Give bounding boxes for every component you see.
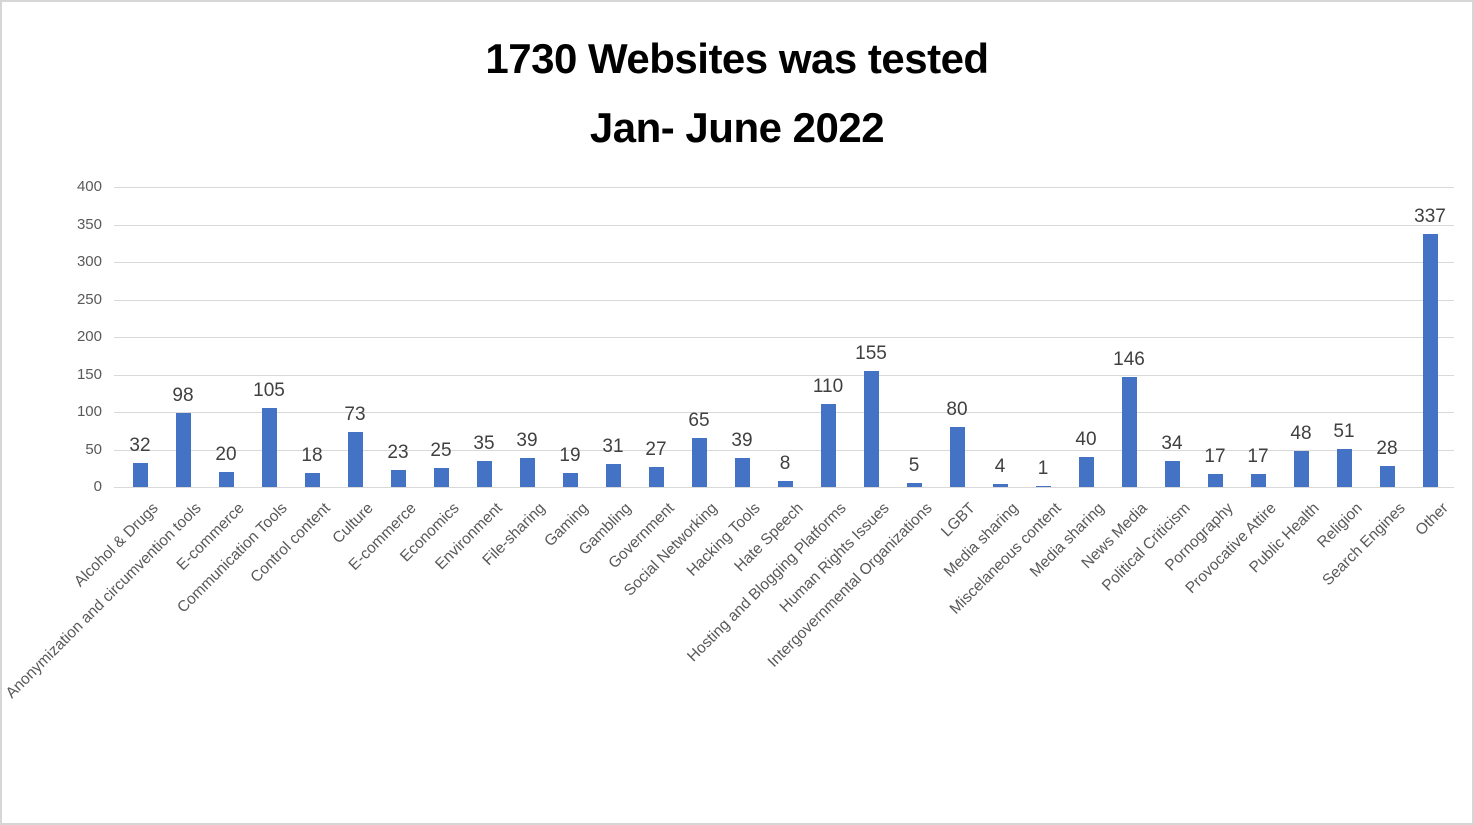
- data-label: 31: [602, 436, 624, 457]
- gridline: [114, 187, 1454, 188]
- data-label: 39: [731, 430, 753, 451]
- bar: [691, 438, 707, 487]
- data-label: 17: [1247, 446, 1269, 467]
- data-label: 17: [1204, 446, 1226, 467]
- data-label: 27: [645, 439, 667, 460]
- bar: [648, 467, 664, 487]
- y-axis-tick-label: 200: [76, 328, 102, 345]
- chart-title-line1: 1730 Websites was tested: [485, 35, 989, 82]
- bar: [1293, 451, 1309, 487]
- bar: [304, 473, 320, 487]
- data-label: 32: [129, 435, 151, 456]
- bar: [1336, 449, 1352, 487]
- data-label: 28: [1376, 438, 1398, 459]
- data-label: 34: [1161, 433, 1183, 454]
- bar: [992, 484, 1008, 487]
- data-label: 25: [430, 440, 452, 461]
- data-label: 4: [994, 456, 1006, 477]
- data-label: 8: [779, 453, 791, 474]
- bar: [218, 472, 234, 487]
- bar: [605, 464, 621, 487]
- bar: [1121, 377, 1137, 487]
- data-label: 5: [908, 455, 920, 476]
- bar: [476, 461, 492, 487]
- bar: [261, 408, 277, 487]
- y-axis-tick-label: 250: [76, 290, 102, 308]
- data-label: 35: [473, 433, 495, 454]
- bar: [734, 458, 750, 487]
- data-label: 65: [688, 410, 710, 431]
- bar: [1078, 457, 1094, 487]
- bar: [433, 468, 449, 487]
- bar: [949, 427, 965, 487]
- y-axis-tick-label: 50: [85, 440, 102, 458]
- data-label: 18: [301, 445, 323, 466]
- data-label: 19: [559, 445, 581, 466]
- gridline: [114, 299, 1454, 301]
- y-axis-tick-label: 0: [93, 478, 102, 495]
- y-axis-tick-label: 300: [76, 253, 102, 270]
- data-label: 146: [1113, 349, 1145, 370]
- data-label: 51: [1333, 421, 1355, 442]
- bar: [1422, 234, 1438, 487]
- bar: [347, 432, 363, 487]
- gridline: [114, 412, 1454, 413]
- data-label: 20: [215, 444, 237, 465]
- data-label: 1: [1037, 458, 1049, 479]
- gridline: [114, 374, 1454, 376]
- data-label: 39: [516, 430, 538, 451]
- y-axis-tick-label: 350: [76, 215, 102, 233]
- bar: [1379, 466, 1395, 487]
- bar: [390, 470, 406, 487]
- bar: [1164, 461, 1180, 487]
- bar: [132, 463, 148, 487]
- data-label: 98: [172, 385, 194, 406]
- bar: [863, 371, 879, 487]
- y-axis-tick-label: 150: [76, 365, 102, 383]
- data-label: 105: [253, 380, 285, 401]
- gridline: [114, 449, 1454, 451]
- data-label: 80: [946, 399, 968, 420]
- bar: [820, 404, 836, 487]
- data-label: 48: [1290, 423, 1312, 444]
- y-axis-tick-label: 100: [76, 403, 102, 420]
- chart-title-line2: Jan- June 2022: [589, 104, 885, 151]
- bar: [906, 483, 922, 487]
- bar: [1207, 474, 1223, 487]
- bar: [777, 481, 793, 487]
- gridline: [114, 224, 1454, 226]
- bar: [1035, 486, 1051, 487]
- y-axis-tick-label: 400: [76, 178, 102, 195]
- bar: [519, 458, 535, 487]
- gridline: [114, 262, 1454, 263]
- data-label: 73: [344, 404, 366, 425]
- data-label: 40: [1075, 429, 1097, 450]
- bar: [1250, 474, 1266, 487]
- data-label: 155: [855, 343, 887, 364]
- gridline: [114, 337, 1454, 338]
- data-label: 110: [812, 376, 844, 397]
- data-label: 337: [1414, 206, 1446, 227]
- bar: [562, 473, 578, 487]
- chart-title: 1730 Websites was tested Jan- June 2022: [2, 24, 1472, 162]
- data-label: 23: [387, 442, 409, 463]
- gridline: [114, 487, 1454, 488]
- bar: [175, 413, 191, 487]
